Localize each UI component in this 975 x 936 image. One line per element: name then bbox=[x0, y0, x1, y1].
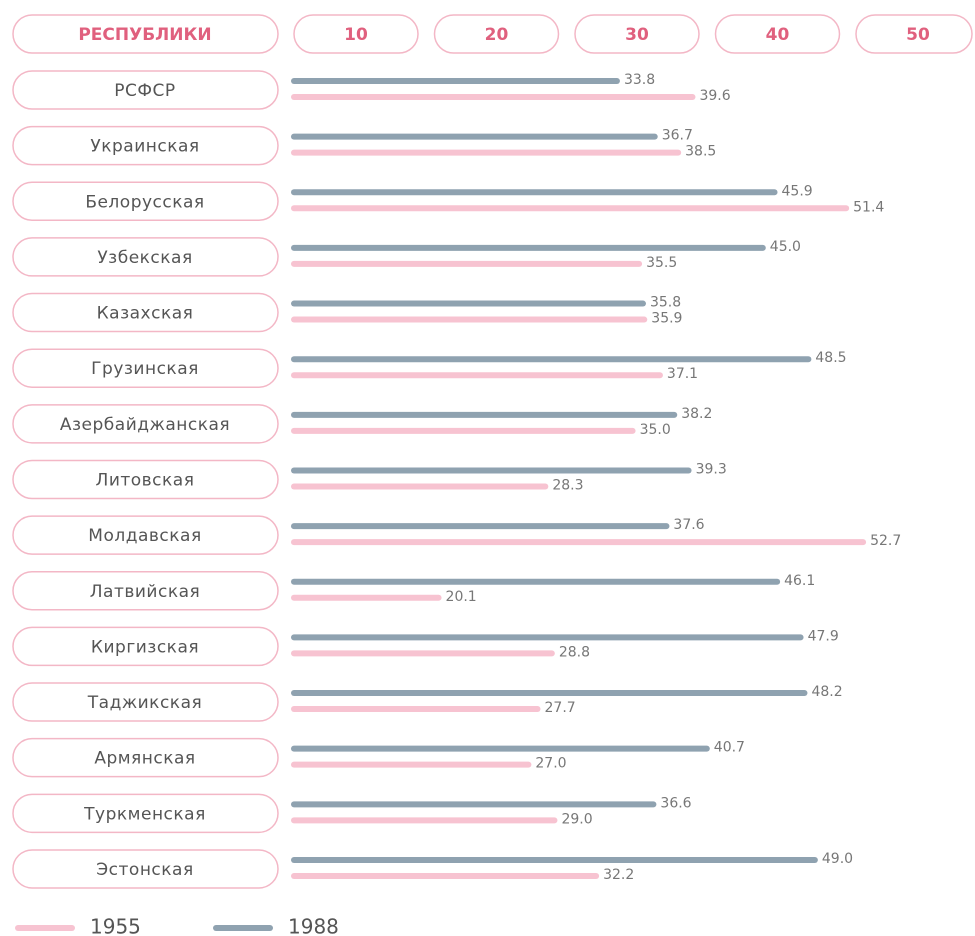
category-label: Белорусская bbox=[85, 192, 204, 212]
value-label: 38.5 bbox=[685, 144, 716, 160]
value-label: 35.9 bbox=[651, 311, 682, 327]
category-pill bbox=[12, 737, 279, 778]
value-label: 37.1 bbox=[667, 366, 698, 382]
value-label: 45.9 bbox=[782, 183, 813, 199]
value-label: 35.0 bbox=[640, 422, 671, 438]
value-label: 39.3 bbox=[696, 461, 727, 477]
category-label: Латвийская bbox=[90, 582, 200, 602]
value-label: 36.6 bbox=[660, 795, 691, 811]
legend-label: 1955 bbox=[90, 915, 141, 936]
header-pill bbox=[855, 14, 973, 54]
category-pill bbox=[12, 404, 279, 444]
value-label: 45.0 bbox=[770, 239, 801, 255]
value-label: 48.5 bbox=[815, 350, 846, 366]
value-label: 37.6 bbox=[673, 517, 704, 533]
category-label: Киргизская bbox=[91, 637, 199, 657]
category-pill bbox=[12, 515, 279, 555]
value-label: 49.0 bbox=[822, 851, 853, 867]
header-pill bbox=[293, 14, 419, 54]
value-label: 35.8 bbox=[650, 295, 681, 311]
value-label: 28.3 bbox=[552, 477, 583, 493]
value-label: 20.1 bbox=[446, 589, 477, 605]
value-label: 36.7 bbox=[662, 128, 693, 144]
category-label: Казахская bbox=[97, 304, 194, 324]
value-label: 39.6 bbox=[699, 88, 730, 104]
value-label: 40.7 bbox=[714, 740, 745, 756]
value-label: 32.2 bbox=[603, 867, 634, 883]
header-pill bbox=[714, 14, 841, 54]
category-pill bbox=[12, 682, 279, 722]
category-pill bbox=[12, 849, 279, 889]
category-label: Армянская bbox=[94, 749, 195, 769]
column-header: 40 bbox=[766, 25, 790, 45]
category-header: РЕСПУБЛИКИ bbox=[78, 25, 211, 45]
value-label: 27.7 bbox=[545, 700, 576, 716]
category-label: Азербайджанская bbox=[60, 415, 230, 435]
column-header: 30 bbox=[625, 25, 649, 45]
value-label: 52.7 bbox=[870, 533, 901, 549]
column-header: 20 bbox=[485, 25, 509, 45]
value-label: 51.4 bbox=[853, 199, 884, 215]
value-label: 29.0 bbox=[561, 811, 592, 827]
legend-label: 1988 bbox=[288, 915, 339, 936]
value-label: 27.0 bbox=[535, 756, 566, 772]
value-label: 47.9 bbox=[808, 628, 839, 644]
category-pill bbox=[12, 125, 279, 166]
category-label: Украинская bbox=[90, 137, 199, 157]
value-label: 35.5 bbox=[646, 255, 677, 271]
category-label: Узбекская bbox=[97, 248, 192, 268]
category-pill bbox=[12, 459, 279, 500]
header-pill bbox=[12, 14, 279, 54]
category-label: Туркменская bbox=[83, 804, 206, 824]
value-label: 28.8 bbox=[559, 644, 590, 660]
column-header: 50 bbox=[906, 25, 930, 45]
category-label: РСФСР bbox=[114, 81, 175, 101]
category-label: Таджикская bbox=[87, 693, 202, 713]
category-pill bbox=[12, 292, 279, 333]
value-label: 46.1 bbox=[784, 573, 815, 589]
category-pill bbox=[12, 181, 279, 222]
category-label: Эстонская bbox=[96, 860, 193, 880]
category-pill bbox=[12, 571, 279, 611]
column-header: 10 bbox=[344, 25, 368, 45]
value-label: 48.2 bbox=[811, 684, 842, 700]
header-pill bbox=[574, 14, 700, 54]
category-pill bbox=[12, 237, 279, 277]
value-label: 33.8 bbox=[624, 72, 655, 88]
value-label: 38.2 bbox=[681, 406, 712, 422]
category-label: Литовская bbox=[96, 470, 195, 490]
header-pill bbox=[433, 14, 560, 54]
category-pill bbox=[12, 793, 279, 834]
category-label: Грузинская bbox=[91, 359, 199, 379]
category-pill bbox=[12, 70, 279, 110]
category-label: Молдавская bbox=[88, 526, 201, 546]
category-pill bbox=[12, 626, 279, 667]
category-pill bbox=[12, 348, 279, 388]
